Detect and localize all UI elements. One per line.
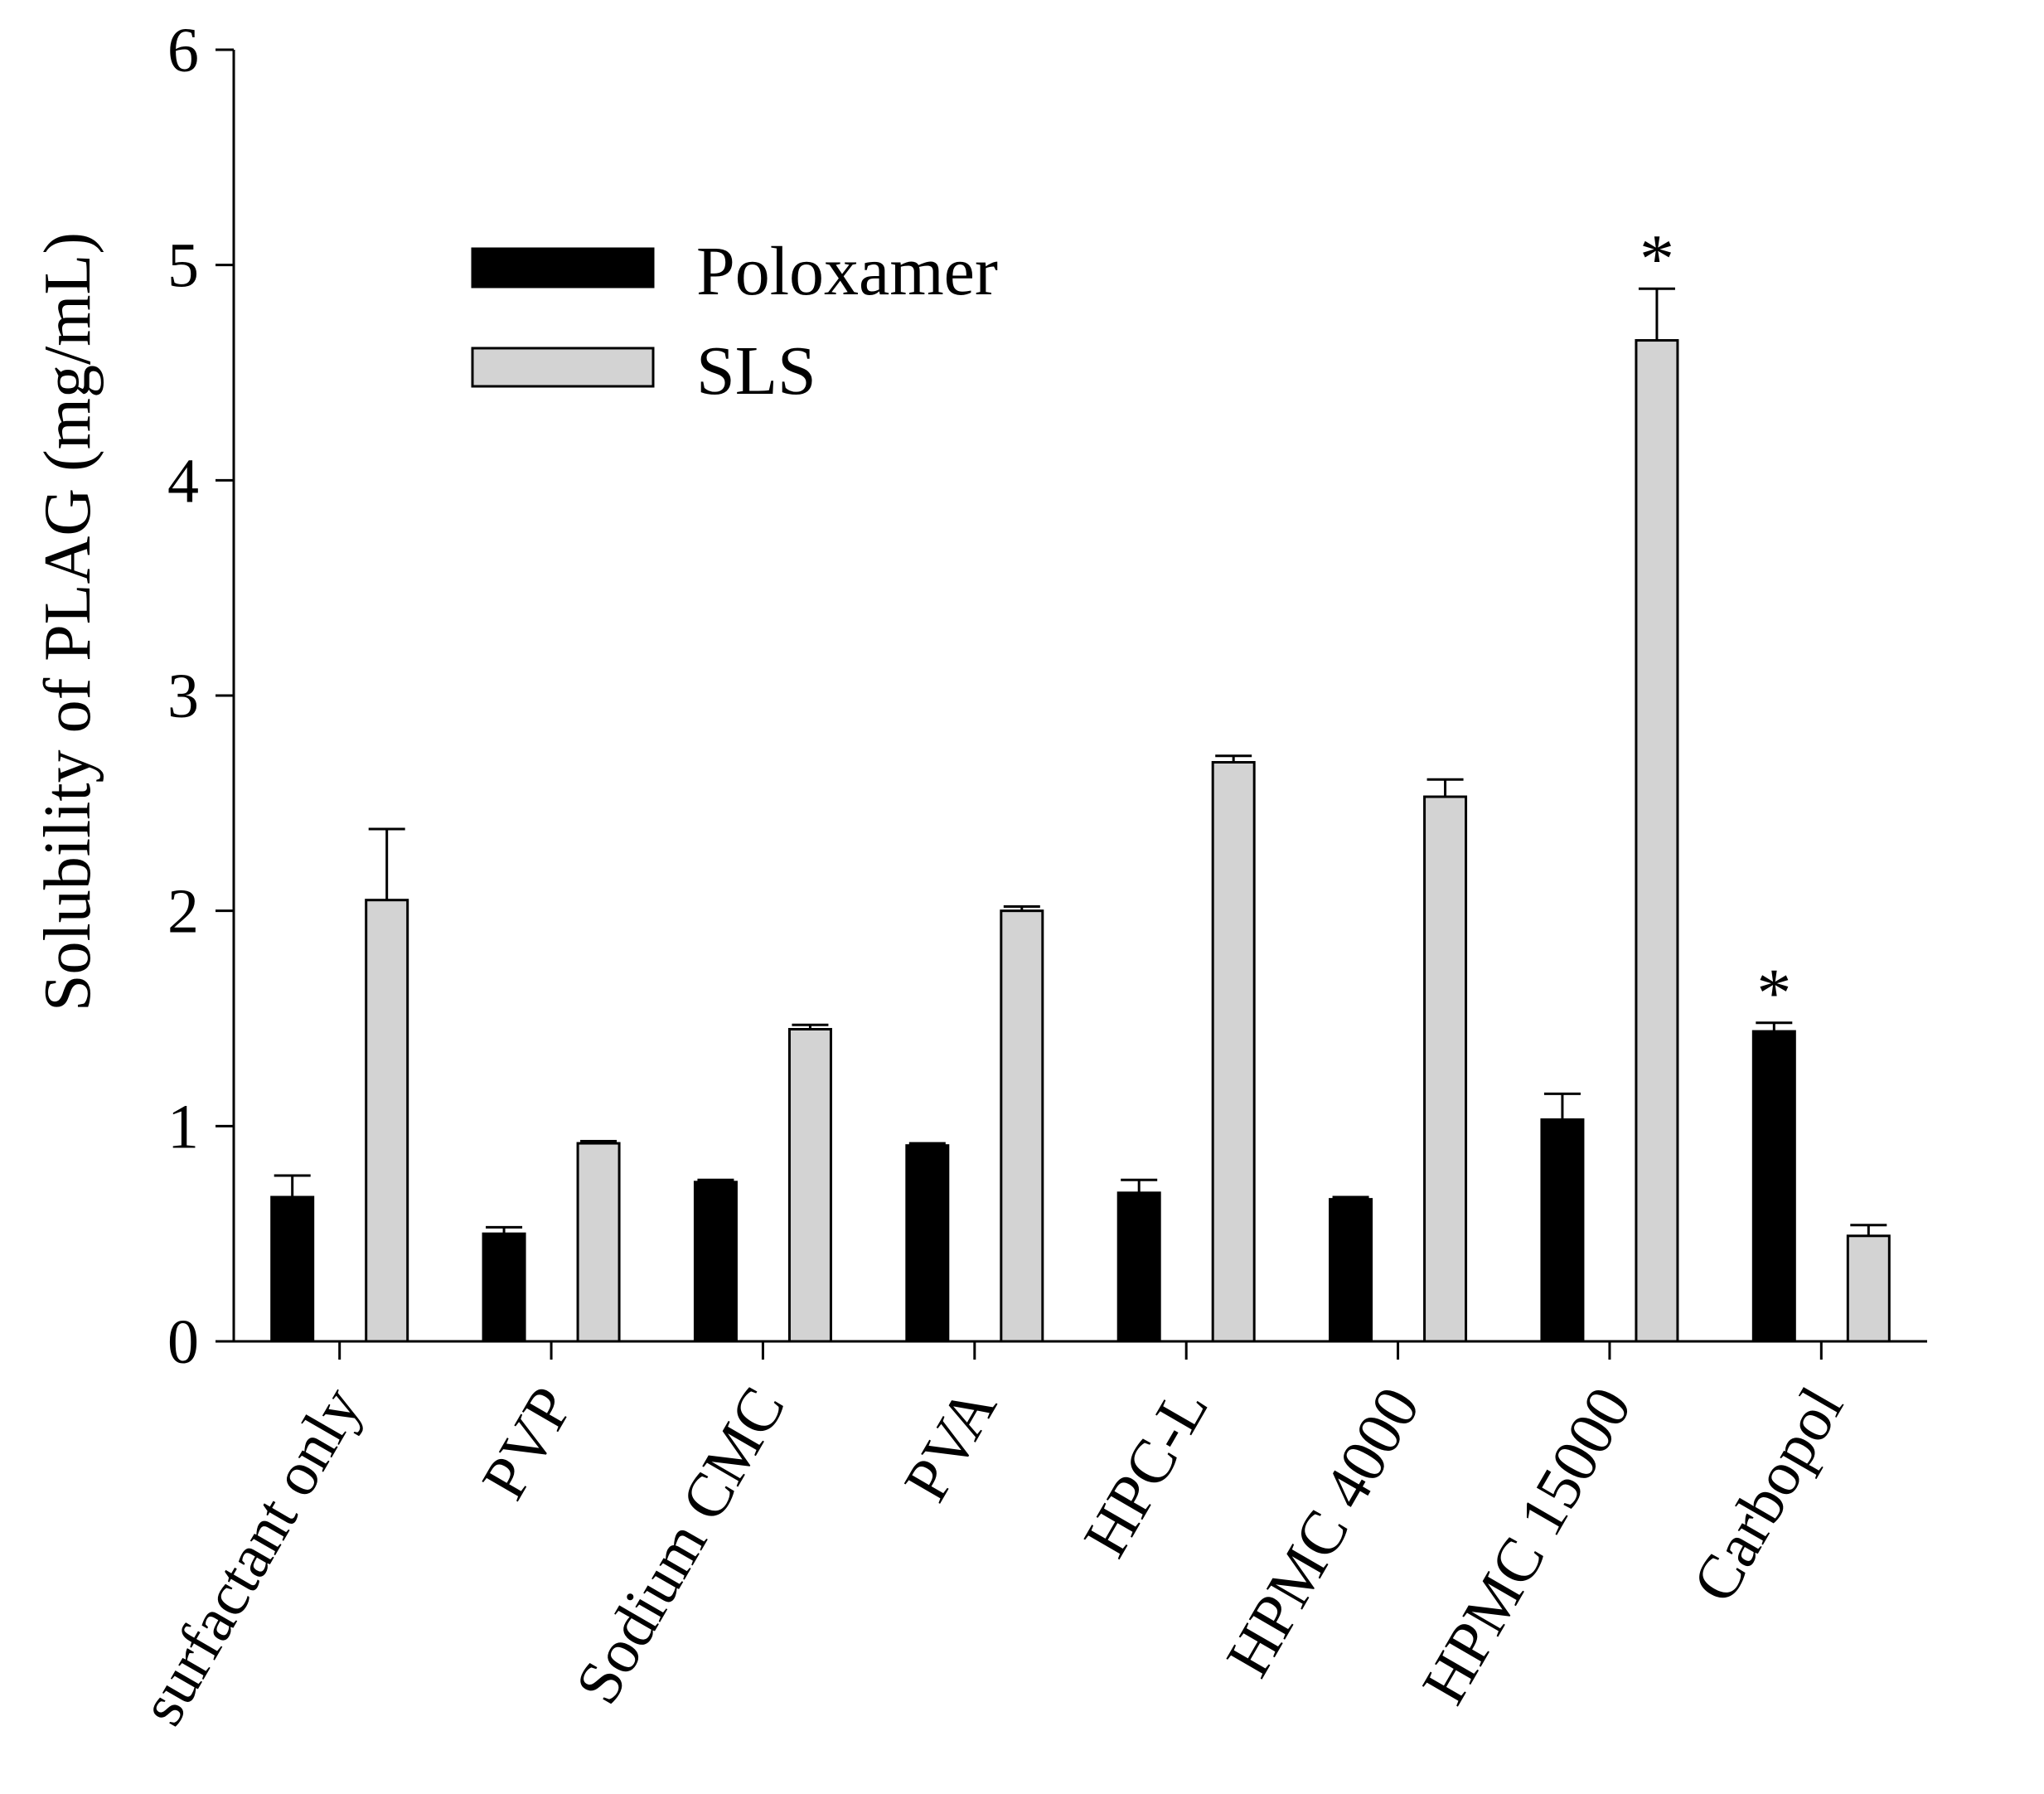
bar-sls [1211, 760, 1256, 1343]
bar-sls [1635, 339, 1679, 1343]
x-tick-label: HPMC 15000 [1409, 1376, 1645, 1716]
bar-poloxamer [1116, 1191, 1161, 1343]
bar-sls [1000, 909, 1044, 1343]
y-axis-label: Solubility of PLAG (mg/mL) [31, 232, 104, 1011]
bar-poloxamer [270, 1195, 315, 1343]
x-tick-label: HPC-L [1070, 1376, 1222, 1569]
legend-label-sls: SLS [696, 332, 816, 410]
x-tick-label: Sodium CMC [562, 1376, 798, 1716]
bar-poloxamer [1751, 1030, 1796, 1343]
y-tick-label: 6 [167, 16, 199, 85]
bar-sls [787, 1027, 832, 1343]
bar-poloxamer [1540, 1118, 1585, 1343]
bar-poloxamer [1329, 1198, 1373, 1343]
y-tick-label: 2 [167, 877, 199, 947]
y-axis: 0 1 2 3 4 5 6 [167, 16, 235, 1377]
bar-sls [365, 899, 409, 1343]
x-tick-label: PVA [891, 1375, 1010, 1512]
legend-label-poloxamer: Poloxamer [696, 233, 998, 310]
y-tick-label: 3 [167, 662, 199, 731]
bar-poloxamer [482, 1232, 526, 1343]
significance-marker: * [1756, 955, 1791, 1032]
x-tick-label: surfactant only [127, 1376, 375, 1737]
bar-sls [576, 1142, 621, 1343]
bar-sls [1423, 795, 1468, 1343]
bar-poloxamer [905, 1144, 950, 1343]
y-tick-label: 1 [167, 1092, 199, 1161]
x-tick-label: HPMC 4000 [1213, 1376, 1433, 1689]
legend: Poloxamer SLS [471, 233, 998, 410]
x-tick-label: Carbopol [1679, 1376, 1857, 1614]
bars-group: ** [270, 221, 1891, 1343]
legend-swatch-sls [471, 347, 655, 388]
y-tick-label: 0 [167, 1307, 199, 1377]
significance-marker: * [1640, 221, 1674, 298]
y-tick-label: 4 [167, 446, 199, 516]
y-tick-label: 5 [167, 231, 199, 301]
legend-swatch-poloxamer [471, 247, 655, 288]
x-tick-label: PVP [468, 1376, 586, 1511]
bar-sls [1846, 1234, 1891, 1343]
bar-poloxamer [693, 1181, 738, 1343]
